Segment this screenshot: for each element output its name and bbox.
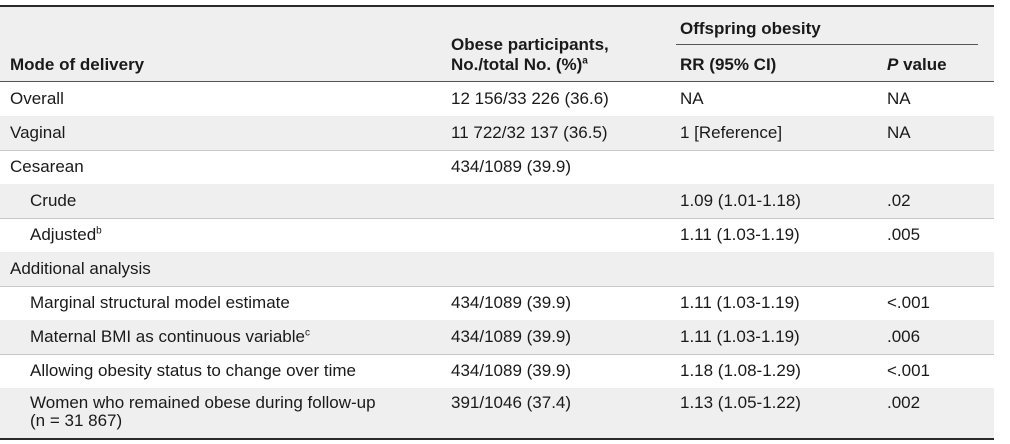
row-label-wrap: Maternal BMI as continuous variablec — [30, 320, 310, 354]
row-label: Additional analysis — [10, 259, 151, 278]
table-row: Cesarean 434/1089 (39.9) — [0, 150, 994, 185]
row-label: Marginal structural model estimate — [30, 293, 290, 312]
row-rr: 1 [Reference] — [680, 123, 783, 142]
row-p: NA — [887, 123, 911, 142]
table-row: Vaginal 11 722/32 137 (36.5) 1 [Referenc… — [0, 116, 994, 151]
row-rr: 1.11 (1.03-1.19) — [680, 327, 800, 346]
row-p: .005 — [887, 225, 921, 244]
row-label-block: Women who remained obese during follow-u… — [30, 394, 376, 430]
offspring-group-rule — [676, 44, 978, 45]
table-bottom-rule — [0, 438, 994, 440]
row-p: NA — [887, 89, 911, 108]
header-mode-of-delivery: Mode of delivery — [10, 55, 145, 74]
row-obese: 434/1089 (39.9) — [451, 327, 572, 346]
row-label: Maternal BMI as continuous variable — [30, 327, 305, 346]
row-obese: 434/1089 (39.9) — [451, 157, 572, 176]
header-p-rest: value — [898, 55, 947, 74]
header-p-value: P value — [887, 55, 947, 74]
row-obese: 434/1089 (39.9) — [451, 361, 572, 380]
table-row: Adjustedb 1.11 (1.03-1.19) .005 — [0, 218, 994, 253]
footnote-marker-c: c — [304, 327, 310, 339]
table-row: Women who remained obese during follow-u… — [0, 388, 994, 438]
header-obese-line2-text: No./total No. (%) — [451, 55, 583, 74]
row-label: Overall — [10, 89, 64, 108]
footnote-marker-b: b — [96, 225, 102, 237]
table-row: Maternal BMI as continuous variablec 434… — [0, 320, 994, 355]
row-p: .006 — [887, 327, 921, 346]
header-rr-ci: RR (95% CI) — [680, 55, 777, 74]
header-bottom-rule — [0, 81, 994, 82]
row-label: Vaginal — [10, 123, 66, 142]
header-p-italic: P — [887, 55, 899, 74]
row-obese: 12 156/33 226 (36.6) — [451, 89, 609, 108]
table-row: Overall 12 156/33 226 (36.6) NA NA — [0, 82, 994, 117]
header-obese-line2: No./total No. (%)a — [451, 55, 588, 74]
header-obese-line1: Obese participants, — [451, 35, 609, 54]
row-label-wrap: Adjustedb — [30, 218, 102, 252]
row-p: .002 — [887, 393, 921, 412]
row-obese: 434/1089 (39.9) — [451, 293, 572, 312]
table-row: Additional analysis — [0, 252, 994, 287]
row-label: Cesarean — [10, 157, 84, 176]
row-rr: NA — [680, 89, 704, 108]
row-p: <.001 — [887, 361, 931, 380]
row-label-line2: (n = 31 867) — [30, 411, 123, 430]
row-rr: 1.11 (1.03-1.19) — [680, 293, 800, 312]
table-row: Marginal structural model estimate 434/1… — [0, 286, 994, 321]
row-rr: 1.18 (1.08-1.29) — [680, 361, 801, 380]
row-label: Adjusted — [30, 225, 97, 244]
row-rr: 1.13 (1.05-1.22) — [680, 393, 801, 412]
footnote-marker-a: a — [582, 55, 588, 67]
header-offspring-obesity: Offspring obesity — [680, 19, 821, 38]
row-rr: 1.09 (1.01-1.18) — [680, 191, 801, 210]
table-top-rule — [0, 5, 994, 7]
row-p: <.001 — [887, 293, 931, 312]
row-rr: 1.11 (1.03-1.19) — [680, 225, 800, 244]
row-obese: 11 722/32 137 (36.5) — [451, 123, 608, 142]
row-p: .02 — [887, 191, 911, 210]
table-header: Mode of delivery Obese participants, No.… — [0, 7, 994, 82]
row-obese: 391/1046 (37.4) — [451, 393, 572, 412]
table-row: Crude 1.09 (1.01-1.18) .02 — [0, 184, 994, 219]
row-label: Crude — [30, 191, 77, 210]
row-label: Allowing obesity status to change over t… — [30, 361, 357, 380]
row-label: Women who remained obese during follow-u… — [30, 393, 376, 412]
table-row: Allowing obesity status to change over t… — [0, 354, 994, 389]
